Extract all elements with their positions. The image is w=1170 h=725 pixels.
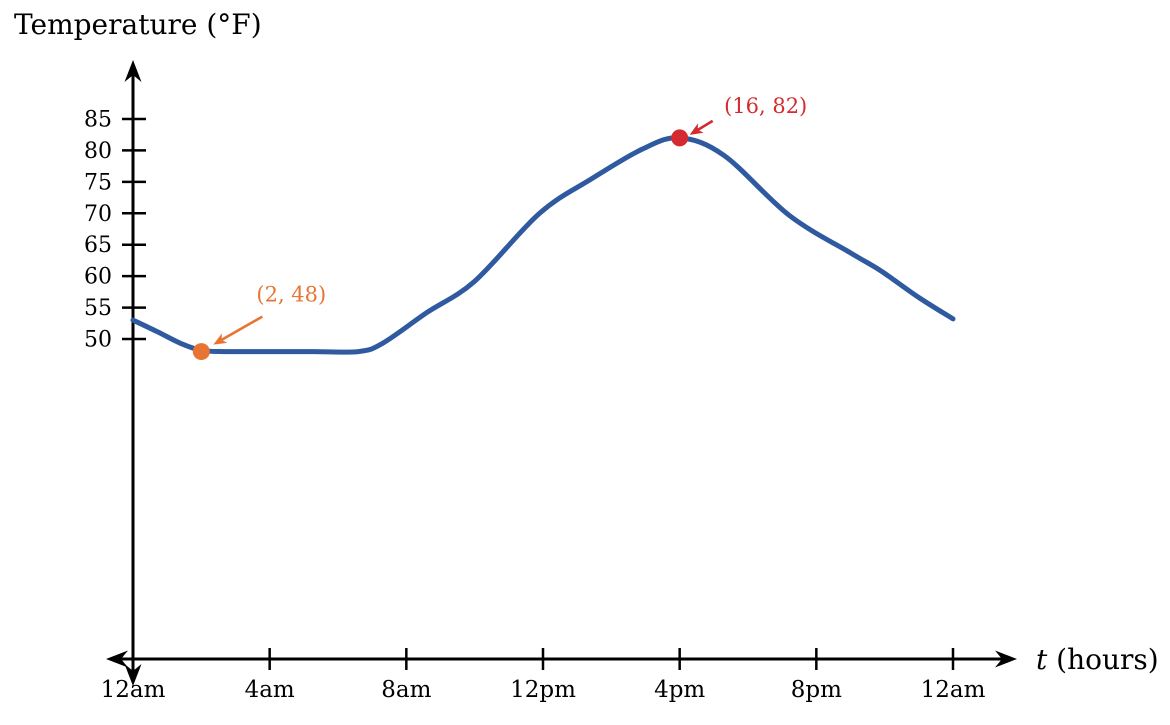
min-point-callout-arrowhead (213, 333, 228, 345)
y-tick-label: 60 (84, 265, 112, 290)
y-tick-label: 50 (84, 328, 112, 353)
x-tick-label: 8am (381, 677, 431, 703)
y-axis-up-arrowhead (124, 60, 142, 82)
min-point-callout-arrow (217, 315, 263, 343)
x-tick-label: 12pm (510, 677, 576, 703)
min-point-dot (192, 343, 210, 361)
x-axis-right-arrowhead (995, 650, 1017, 668)
axes (106, 60, 1017, 686)
y-tick-label: 85 (84, 108, 112, 133)
y-axis-ticks: 50 55 60 65 70 75 80 85 (84, 108, 146, 353)
annotations: (2, 48) (16, 82) (192, 94, 807, 361)
y-axis-down-arrowhead (124, 664, 142, 686)
x-axis-left-arrowhead (106, 650, 128, 668)
y-tick-label: 80 (84, 139, 112, 164)
max-point-dot (671, 129, 689, 147)
y-tick-label: 55 (84, 296, 112, 321)
x-tick-label: 4am (245, 677, 295, 703)
x-tick-label: 12am (921, 677, 986, 703)
x-axis-ticks: 12am 4am 8am 12pm 4pm 8pm 12am (101, 648, 986, 703)
x-tick-label: 8pm (791, 677, 842, 703)
y-tick-label: 65 (84, 233, 112, 258)
max-point-callout-arrowhead (689, 123, 704, 135)
x-axis-variable: t (1036, 643, 1048, 676)
y-tick-label: 70 (84, 202, 112, 227)
chart-title: Temperature (°F) (14, 8, 262, 41)
min-point-label: (2, 48) (256, 283, 326, 307)
x-axis-title: t (hours) (1036, 643, 1159, 676)
x-axis-unit: (hours) (1047, 643, 1159, 676)
x-tick-label: 12am (101, 677, 166, 703)
max-point-label: (16, 82) (724, 94, 807, 118)
y-tick-label: 75 (84, 170, 112, 195)
x-tick-label: 4pm (654, 677, 705, 703)
